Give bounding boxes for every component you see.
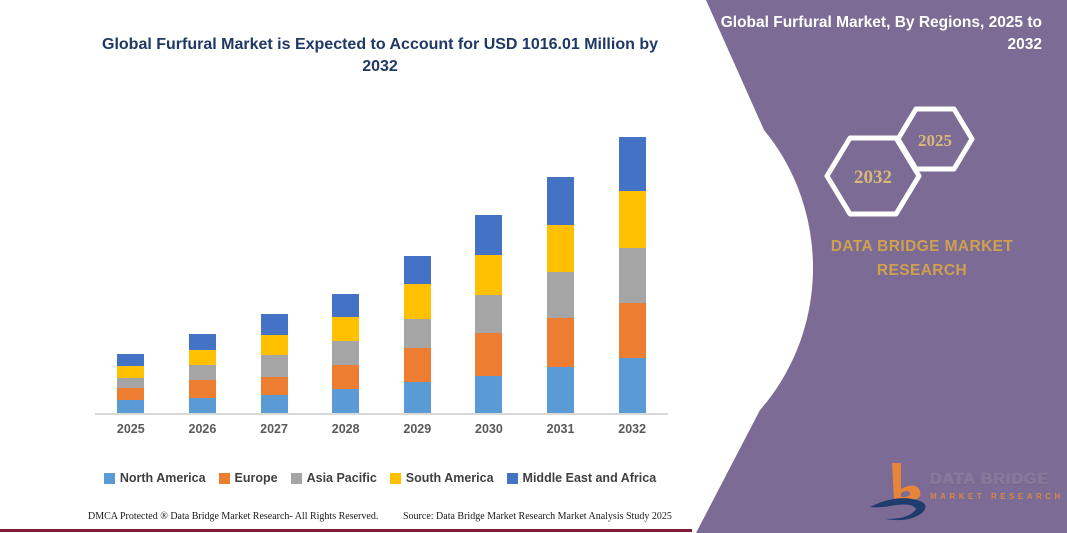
- logo-d-swoosh: [870, 498, 926, 521]
- logo-text: DATA BRIDGE MARKET RESEARCH: [930, 471, 1063, 501]
- bar-segment: [188, 350, 216, 366]
- x-axis-label: 2032: [618, 422, 647, 436]
- source-note: Source: Data Bridge Market Research Mark…: [403, 511, 672, 522]
- legend-label: North America: [119, 471, 206, 485]
- bar-segment: [332, 341, 360, 366]
- dmca-notice: DMCA Protected ® Data Bridge Market Rese…: [88, 511, 379, 522]
- purple-panel-shape: [696, 0, 1067, 533]
- legend-swatch-icon: [103, 472, 115, 484]
- bar-2025: [117, 353, 145, 413]
- bar-2031: [547, 177, 575, 413]
- bar-segment: [117, 366, 145, 378]
- bar-segment: [475, 215, 503, 255]
- legend-item: Europe: [218, 471, 278, 485]
- bar-2032: [618, 137, 646, 413]
- stacked-bar-chart: 2025 2026 2027 2028 2029 2030 2031 2032: [95, 132, 668, 436]
- legend-label: Middle East and Africa: [522, 471, 657, 485]
- hexagon-2025-outline: [895, 106, 975, 172]
- bar-segment: [475, 376, 503, 413]
- bar-segment: [188, 379, 216, 399]
- bar-segment: [188, 365, 216, 380]
- bar-2027: [260, 314, 288, 413]
- bar-segment: [117, 377, 145, 389]
- logo-text-data-bridge: DATA BRIDGE: [930, 471, 1050, 488]
- brand-name: DATA BRIDGE MARKET RESEARCH: [830, 238, 1014, 280]
- x-axis-label: 2029: [403, 422, 432, 436]
- logo-b-glyph: [892, 463, 921, 501]
- bar-2030: [475, 215, 503, 413]
- bar-segment: [332, 389, 360, 413]
- bottom-accent-line: [0, 529, 692, 532]
- bar-segment: [403, 283, 431, 319]
- legend-item: Asia Pacific: [290, 471, 377, 485]
- bar-segment: [547, 225, 575, 272]
- bar-segment: [117, 353, 145, 367]
- bar-segment: [618, 358, 646, 413]
- bar-segment: [475, 294, 503, 334]
- legend-item: South America: [389, 471, 494, 485]
- x-axis-label: 2026: [188, 422, 217, 436]
- bar-2028: [332, 294, 360, 413]
- bar-segment: [475, 333, 503, 377]
- bar-segment: [547, 367, 575, 413]
- bar-segment: [117, 388, 145, 400]
- x-axis-label: 2028: [331, 422, 360, 436]
- logo-text-market-research: MARKET RESEARCH: [930, 492, 1064, 501]
- logo-mark-icon: [870, 463, 926, 521]
- legend-swatch-icon: [506, 472, 518, 484]
- bar-segment: [260, 376, 288, 395]
- hexagon-2025-label: 2025: [918, 131, 952, 150]
- legend-item: Middle East and Africa: [506, 471, 657, 485]
- data-bridge-logo: DATA BRIDGE MARKET RESEARCH: [868, 455, 1063, 525]
- chart-legend: North America Europe Asia Pacific South Ame…: [85, 471, 675, 485]
- chart-title: Global Furfural Market is Expected to Ac…: [102, 36, 658, 75]
- bar-segment: [403, 381, 431, 413]
- bars: [95, 132, 668, 415]
- legend-label: South America: [405, 471, 494, 485]
- bar-segment: [618, 191, 646, 248]
- bar-segment: [403, 256, 431, 284]
- bar-2029: [403, 256, 431, 413]
- year-hexagons: 2032 2025: [824, 106, 975, 217]
- bar-segment: [332, 317, 360, 342]
- bar-segment: [260, 354, 288, 377]
- x-axis-label: 2027: [260, 422, 288, 436]
- bar-segment: [260, 314, 288, 336]
- bar-2026: [188, 334, 216, 413]
- legend-swatch-icon: [389, 472, 401, 484]
- bar-segment: [547, 177, 575, 226]
- legend-label: Asia Pacific: [306, 471, 377, 485]
- x-axis-label: 2030: [475, 422, 503, 436]
- bar-segment: [618, 137, 646, 192]
- bar-segment: [188, 398, 216, 413]
- bar-segment: [117, 399, 145, 413]
- hexagon-2032-outline: [824, 135, 922, 217]
- side-panel-heading: Global Furfural Market, By Regions, 2025…: [720, 14, 1042, 54]
- bar-segment: [403, 318, 431, 349]
- legend-item: North America: [103, 471, 206, 485]
- bar-segment: [403, 348, 431, 382]
- bar-segment: [332, 365, 360, 390]
- x-axis-label: 2025: [116, 422, 145, 436]
- bar-segment: [260, 335, 288, 355]
- legend-swatch-icon: [290, 472, 302, 484]
- x-axis-label: 2031: [546, 422, 575, 436]
- legend-swatch-icon: [218, 472, 230, 484]
- x-axis-labels: 2025 2026 2027 2028 2029 2030 2031 2032: [95, 422, 668, 436]
- bar-segment: [260, 394, 288, 413]
- bar-segment: [547, 271, 575, 319]
- bar-segment: [475, 254, 503, 295]
- bar-segment: [547, 318, 575, 368]
- bar-segment: [618, 302, 646, 359]
- bar-segment: [188, 334, 216, 351]
- hexagon-2032-label: 2032: [854, 167, 892, 188]
- legend-label: Europe: [234, 471, 278, 485]
- bar-segment: [332, 294, 360, 318]
- bar-segment: [618, 247, 646, 303]
